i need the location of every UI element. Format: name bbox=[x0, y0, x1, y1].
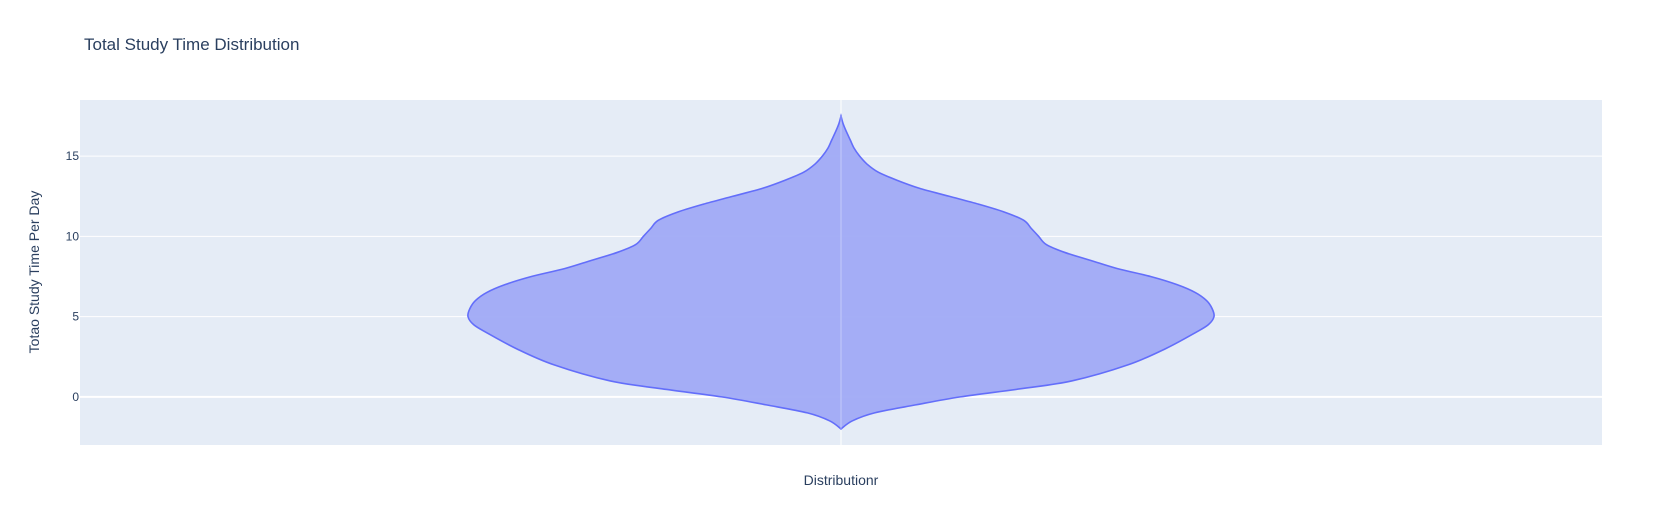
y-tick-label-5: 5 bbox=[72, 310, 79, 324]
y-tick-label-10: 10 bbox=[66, 229, 80, 243]
y-tick-label-0: 0 bbox=[72, 390, 79, 404]
chart-title: Total Study Time Distribution bbox=[84, 35, 299, 54]
y-tick-label-15: 15 bbox=[66, 149, 80, 163]
y-tick-labels: 0 5 10 15 bbox=[66, 149, 80, 404]
violin-shape-0[interactable] bbox=[467, 113, 1215, 430]
x-axis-title: Distributionr bbox=[804, 472, 879, 488]
y-axis-title: Totao Study Time Per Day bbox=[26, 191, 42, 354]
violin-series[interactable] bbox=[467, 113, 1215, 430]
